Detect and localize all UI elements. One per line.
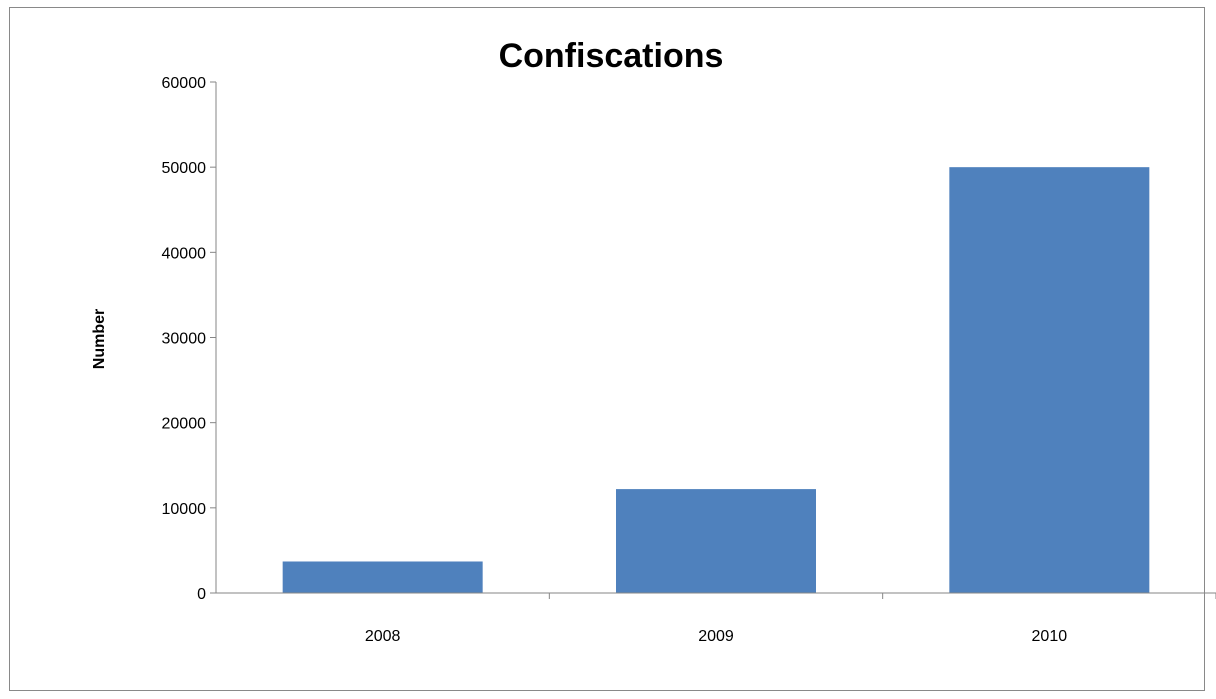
bar-2008: [282, 561, 483, 593]
y-tick-label: 0: [197, 586, 206, 603]
x-axis-ticks: 2008 2009 2010: [365, 593, 1216, 645]
y-tick-label: 50000: [162, 160, 207, 177]
bars-group: [282, 167, 1150, 593]
x-tick-label: 2008: [365, 628, 401, 645]
bar-2009: [616, 489, 816, 593]
y-tick-label: 60000: [162, 75, 207, 92]
y-tick-label: 40000: [162, 245, 207, 262]
x-tick-label: 2010: [1032, 628, 1068, 645]
bar-2010: [949, 167, 1150, 593]
y-axis-ticks: 0 10000 20000 30000 40000 50000 60000: [162, 75, 216, 603]
y-tick-label: 30000: [162, 331, 207, 348]
y-tick-label: 20000: [162, 416, 207, 433]
x-tick-label: 2009: [698, 628, 734, 645]
chart-title: Confiscations: [499, 37, 724, 75]
y-axis-title: Number: [91, 309, 108, 369]
y-tick-label: 10000: [162, 501, 207, 518]
